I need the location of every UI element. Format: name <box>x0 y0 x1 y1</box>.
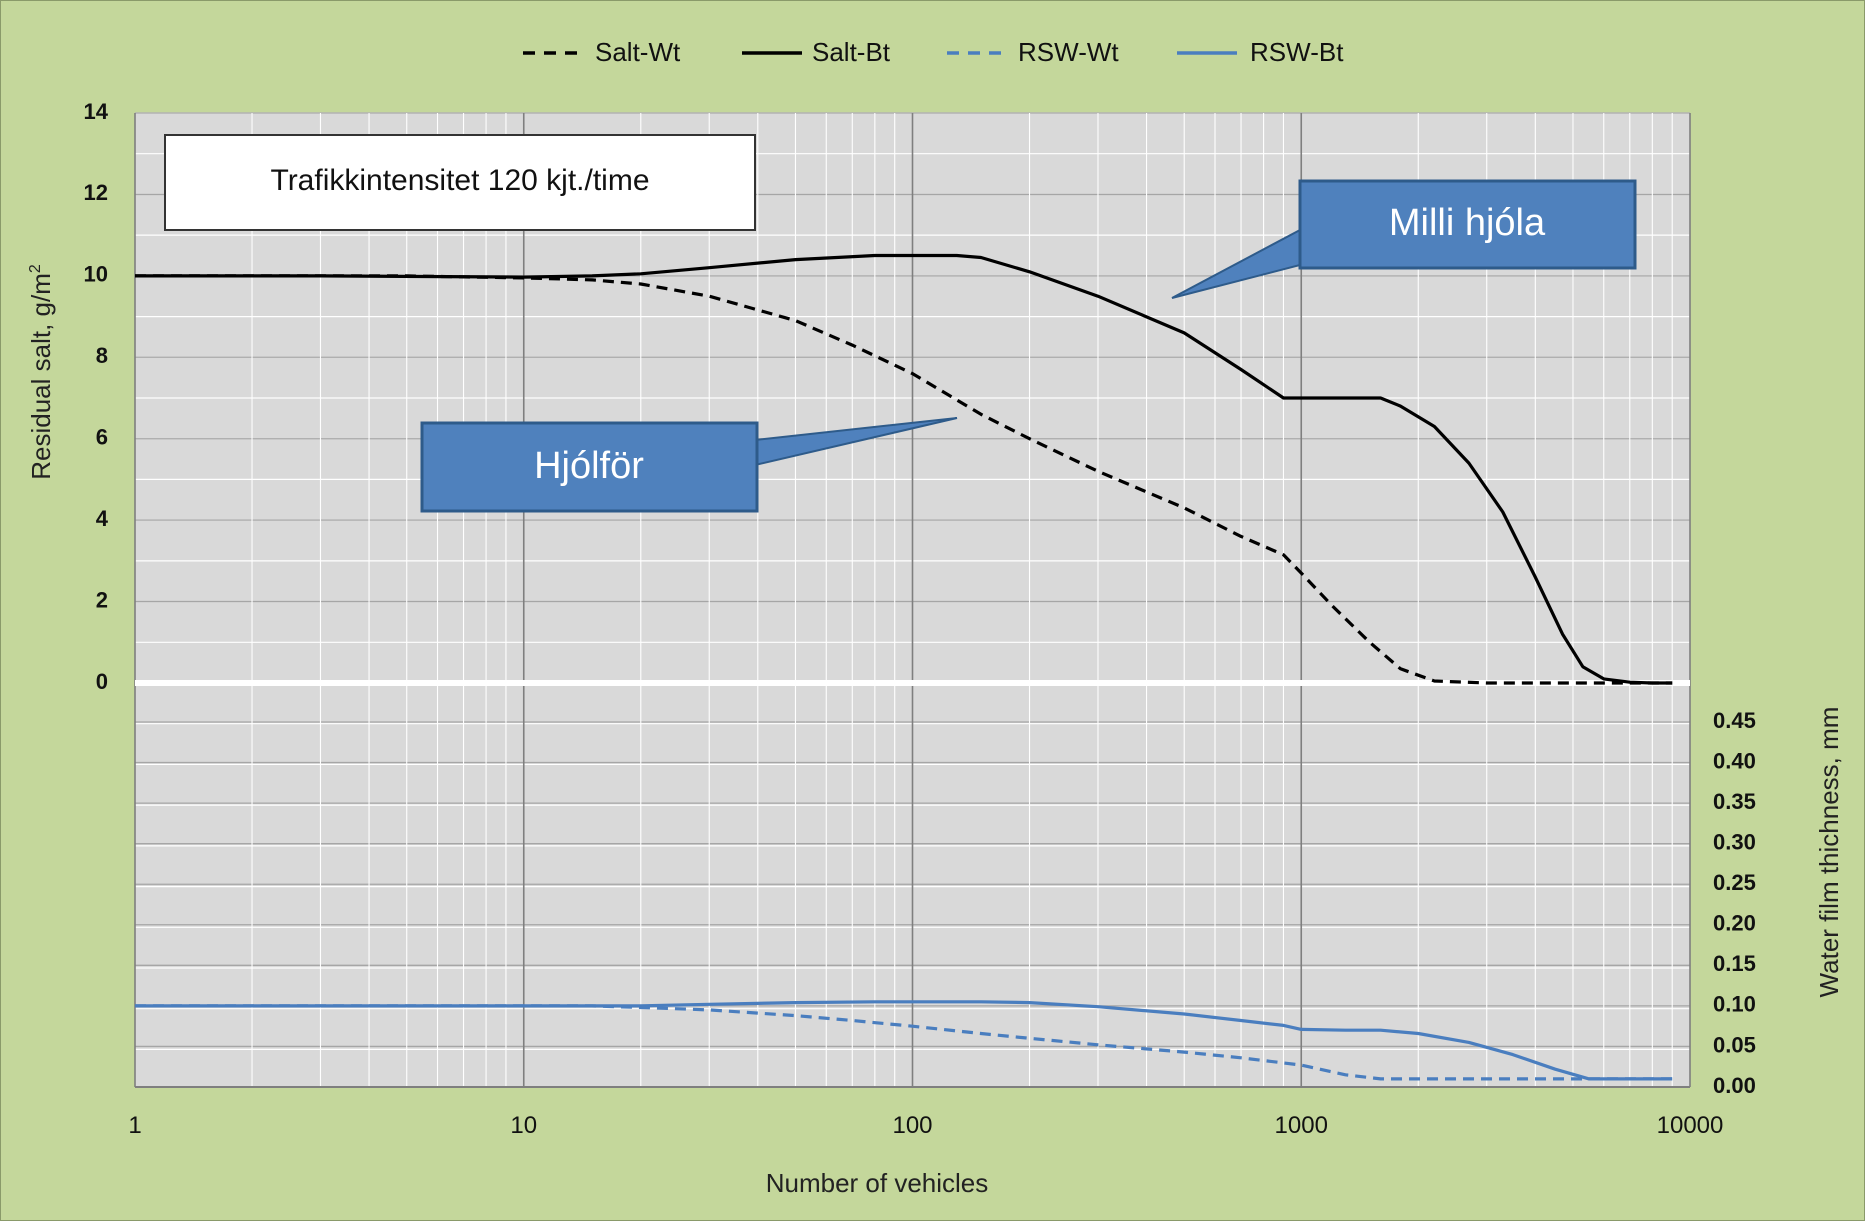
note-box: Trafikkintensitet 120 kjt./time <box>164 134 756 231</box>
left-axis-tick-label: 0 <box>96 669 108 694</box>
right-axis-tick-label: 0.40 <box>1713 748 1756 773</box>
left-axis-title-main: Residual salt, g/m <box>26 273 56 480</box>
x-axis-tick-label: 100 <box>892 1112 932 1139</box>
x-axis-title: Number of vehicles <box>766 1168 989 1198</box>
right-axis-tick-label: 0.10 <box>1713 992 1756 1017</box>
callout-upper-text: Milli hjóla <box>1389 202 1546 244</box>
x-axis-ticks: 1 10 100 1000 10000 <box>128 1112 1723 1139</box>
legend: Salt-Wt Salt-Bt RSW-Wt RSW-Bt <box>523 37 1344 67</box>
right-axis-tick-label: 0.45 <box>1713 708 1756 733</box>
right-axis-tick-label: 0.35 <box>1713 789 1756 814</box>
series-line-rsw-bt <box>135 1000 1673 1081</box>
right-axis-tick-label: 0.20 <box>1713 911 1756 936</box>
callout-lower-box <box>420 421 759 513</box>
callout-lower: Hjólför <box>420 417 958 513</box>
x-axis-tick-label: 1000 <box>1275 1112 1328 1139</box>
legend-label-rsw-wt: RSW-Wt <box>1018 37 1119 67</box>
right-axis-tick-label: 0.00 <box>1713 1073 1756 1098</box>
left-axis-tick-label: 10 <box>84 262 108 287</box>
callout-upper-box <box>1298 179 1637 270</box>
right-axis-title: Water film thichness, mm <box>1814 707 1844 998</box>
callout-upper: Milli hjóla <box>1171 179 1637 299</box>
series-layer <box>135 253 1673 1081</box>
right-axis-tick-label: 0.15 <box>1713 951 1756 976</box>
left-axis-tick-label: 12 <box>84 180 108 205</box>
x-axis-tick-label: 10 <box>510 1112 537 1139</box>
left-axis-tick-label: 4 <box>96 506 109 531</box>
left-axis-title-sup: 2 <box>27 264 44 273</box>
callout-lower-text: Hjólför <box>534 445 644 487</box>
series-line-salt-wt <box>135 274 1673 685</box>
x-axis-tick-label: 1 <box>128 1112 141 1139</box>
left-axis-title: Residual salt, g/m2 <box>26 264 56 480</box>
legend-label-salt-bt: Salt-Bt <box>812 37 891 67</box>
grid-layer <box>134 112 1691 1088</box>
legend-label-salt-wt: Salt-Wt <box>595 37 681 67</box>
right-axis-tick-label: 0.05 <box>1713 1032 1756 1057</box>
note-box-text: Trafikkintensitet 120 kjt./time <box>270 164 649 197</box>
legend-label-rsw-bt: RSW-Bt <box>1250 37 1344 67</box>
right-axis-ticks: 0.00 0.05 0.10 0.15 0.20 0.25 0.30 0.35 0.40 0.45 <box>1713 708 1756 1098</box>
left-axis-tick-label: 6 <box>96 425 108 450</box>
series-line-salt-bt <box>135 253 1673 685</box>
left-axis-tick-label: 8 <box>96 343 108 368</box>
series-line-rsw-wt <box>135 1004 1673 1081</box>
left-axis-tick-label: 2 <box>96 587 108 612</box>
left-axis-ticks: 0 2 4 6 8 10 12 14 <box>84 99 109 694</box>
x-axis-tick-label: 10000 <box>1657 1112 1724 1139</box>
left-axis-tick-label: 14 <box>84 99 109 124</box>
right-axis-tick-label: 0.25 <box>1713 870 1756 895</box>
right-axis-tick-label: 0.30 <box>1713 829 1756 854</box>
